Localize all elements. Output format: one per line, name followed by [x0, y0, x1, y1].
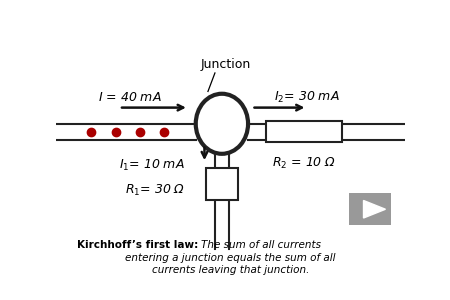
Text: currents leaving that junction.: currents leaving that junction. [152, 265, 309, 275]
Text: $I$ = 40 mA: $I$ = 40 mA [98, 91, 162, 104]
Bar [349, 193, 391, 225]
Ellipse shape [196, 94, 248, 154]
Text: $I_2$= 30 mA: $I_2$= 30 mA [274, 90, 340, 105]
Text: Junction: Junction [200, 58, 251, 70]
Text: Kirchhoff’s first law:: Kirchhoff’s first law: [77, 240, 198, 250]
Text: $I_1$= 10 mA: $I_1$= 10 mA [120, 158, 185, 173]
Polygon shape [364, 200, 386, 218]
Bar [206, 168, 238, 200]
Bar [266, 122, 342, 142]
Text: $R_1$= 30 Ω: $R_1$= 30 Ω [125, 183, 185, 198]
Text: $R_2$ = 10 Ω: $R_2$ = 10 Ω [272, 156, 336, 171]
Text: entering a junction equals the sum of all: entering a junction equals the sum of al… [126, 253, 336, 263]
Text: The sum of all currents: The sum of all currents [201, 240, 321, 250]
